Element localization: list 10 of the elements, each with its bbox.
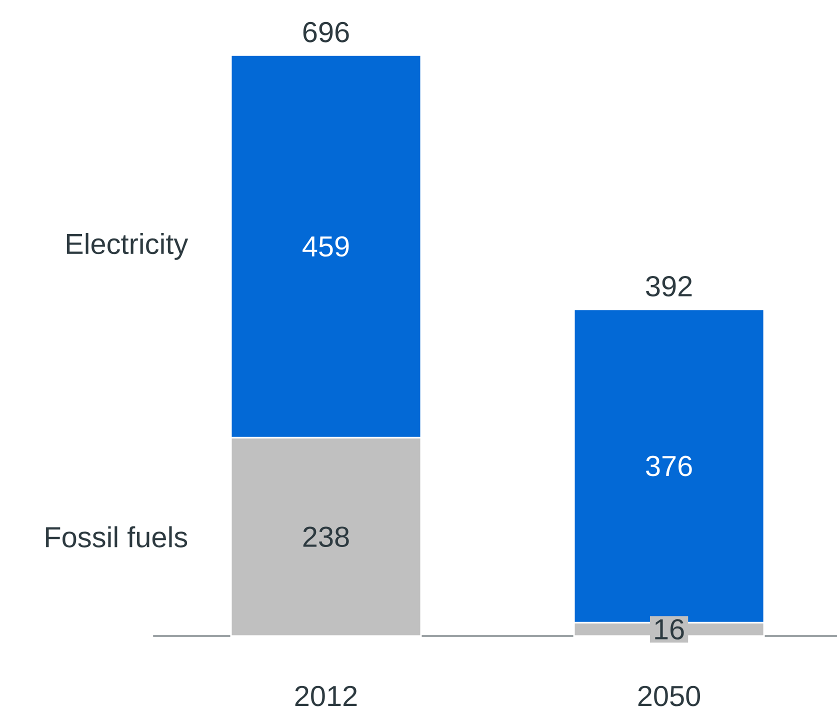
total-label: 696 — [303, 22, 349, 42]
data-label: 238 — [303, 526, 349, 548]
x-tick-label: 2050 — [638, 686, 700, 706]
data-label: 459 — [302, 236, 349, 257]
total-label: 392 — [646, 276, 692, 297]
series-label: Electricity — [66, 232, 188, 260]
series-label: Fossil fuels — [46, 526, 188, 548]
data-label: 376 — [646, 456, 692, 476]
x-tick-label: 2012 — [295, 686, 357, 706]
data-label: 16 — [655, 619, 684, 640]
